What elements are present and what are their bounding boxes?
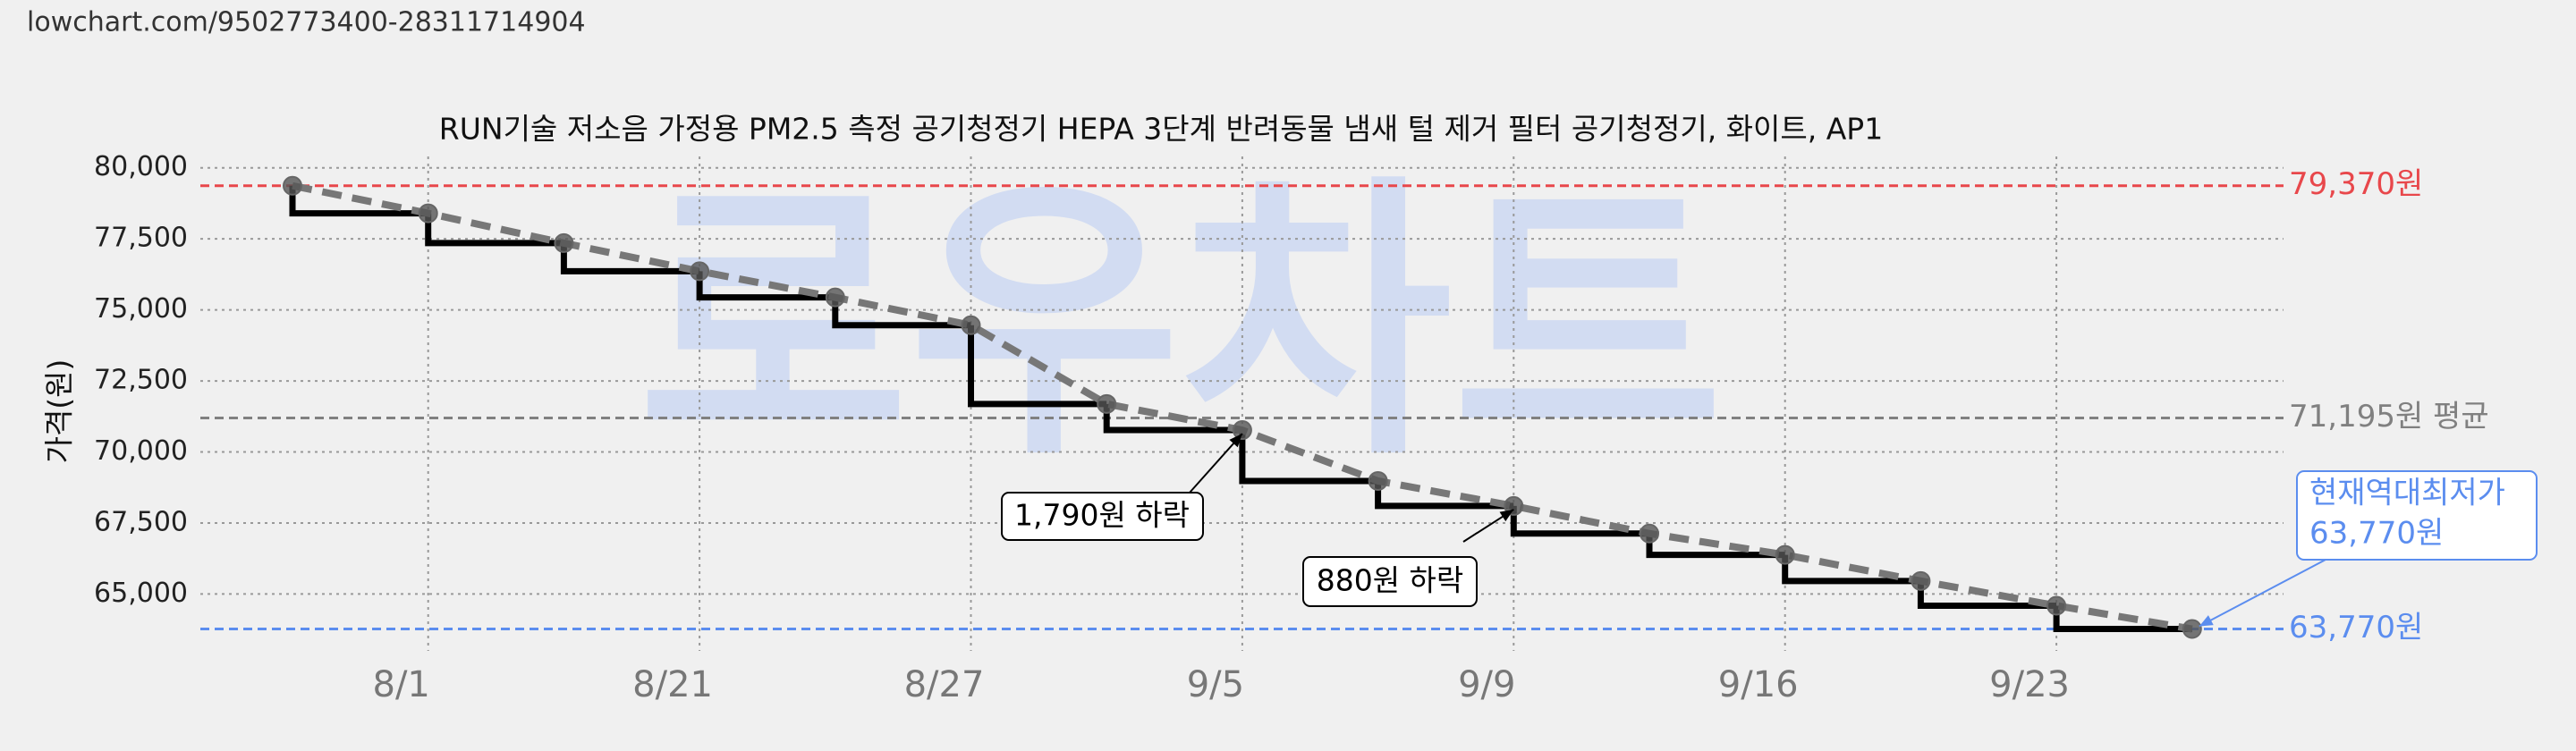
data-point [1097, 393, 1117, 414]
y-tick-label: 77,500 [94, 223, 188, 254]
annotation-arrowhead [2199, 615, 2214, 627]
x-tick-label: 9/9 [1458, 664, 1515, 705]
reference-label: 71,195원 평균 [2289, 399, 2489, 435]
watermark: 로우차트 [638, 151, 1724, 494]
annotation-text: 63,770원 [2309, 516, 2444, 552]
x-tick-label: 8/21 [632, 664, 713, 705]
y-tick-label: 65,000 [94, 578, 188, 609]
data-point [1640, 523, 1659, 544]
data-point [961, 315, 981, 335]
x-tick-label: 9/5 [1187, 664, 1244, 705]
y-axis-label: 가격(원) [42, 359, 77, 464]
annotation-box [2296, 470, 2538, 561]
data-point [2182, 619, 2202, 639]
annotation-box [1001, 492, 1204, 541]
data-point [1775, 544, 1795, 565]
data-point [1911, 570, 1931, 591]
x-tick-label: 9/23 [1989, 664, 2070, 705]
y-tick-label: 72,500 [94, 365, 188, 396]
step-line [968, 325, 1107, 408]
reference-label: 79,370원 [2289, 166, 2423, 202]
y-tick-label: 80,000 [94, 151, 188, 182]
data-point [2046, 595, 2067, 616]
step-line [425, 213, 564, 247]
reference-label: 63,770원 [2289, 610, 2423, 646]
x-tick-label: 8/1 [373, 664, 430, 705]
x-tick-label: 8/27 [904, 664, 985, 705]
data-point [825, 287, 845, 308]
annotation-text: 880원 하락 [1317, 563, 1464, 598]
y-tick-label: 70,000 [94, 435, 188, 467]
data-point [1368, 470, 1388, 491]
data-point [418, 203, 438, 224]
annotation-arrowhead [1229, 434, 1242, 448]
annotation-arrowhead [1499, 509, 1514, 522]
annotation-arrow [2199, 559, 2326, 628]
data-point [690, 261, 710, 282]
annotation-box [1302, 556, 1478, 607]
page-url: lowchart.com/9502773400-28311714904 [27, 7, 586, 38]
y-tick-label: 67,500 [94, 506, 188, 537]
step-line [1239, 430, 1378, 485]
annotation-text: 1,790원 하락 [1014, 498, 1190, 533]
data-point [554, 232, 574, 253]
data-point [1232, 420, 1252, 441]
chart-title: RUN기술 저소음 가정용 PM2.5 측정 공기청정기 HEPA 3단계 반려… [439, 112, 1883, 147]
annotation-text: 현재역대최저가 [2309, 476, 2505, 511]
data-point [283, 175, 302, 196]
y-tick-label: 75,000 [94, 293, 188, 325]
x-tick-label: 9/16 [1718, 664, 1799, 705]
